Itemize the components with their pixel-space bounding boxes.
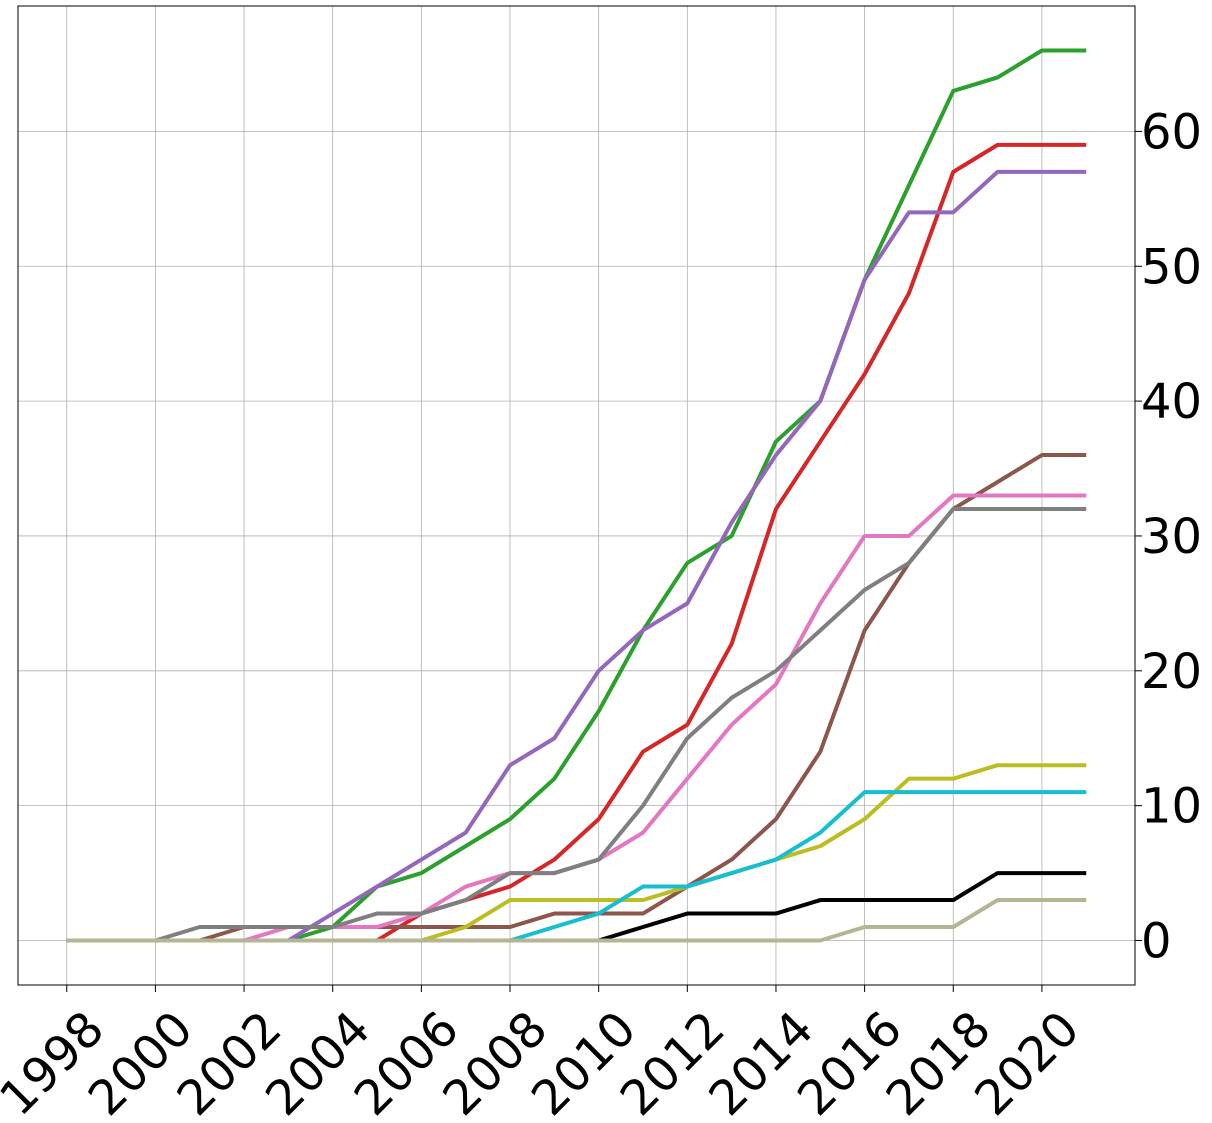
- y-tick-label: 30: [1141, 509, 1202, 565]
- y-tick-label: 0: [1141, 914, 1172, 970]
- y-tick-label: 40: [1141, 374, 1202, 430]
- y-tick-label: 20: [1141, 644, 1202, 700]
- y-axis: 0 10 20 30 40 50 60: [1135, 104, 1202, 970]
- data-series: [66, 48, 1087, 943]
- x-tick-label: 2020: [964, 1001, 1090, 1123]
- series-line-10: [66, 898, 1087, 943]
- x-axis: 1998200020022004200620082010201220142016…: [0, 985, 1090, 1123]
- y-tick-label: 10: [1141, 779, 1202, 835]
- y-tick-label: 50: [1141, 239, 1202, 295]
- plot-background: [18, 6, 1135, 985]
- y-tick-label: 60: [1141, 104, 1202, 160]
- series-line-6: [66, 506, 1087, 943]
- plot-frame: [17, 5, 1136, 986]
